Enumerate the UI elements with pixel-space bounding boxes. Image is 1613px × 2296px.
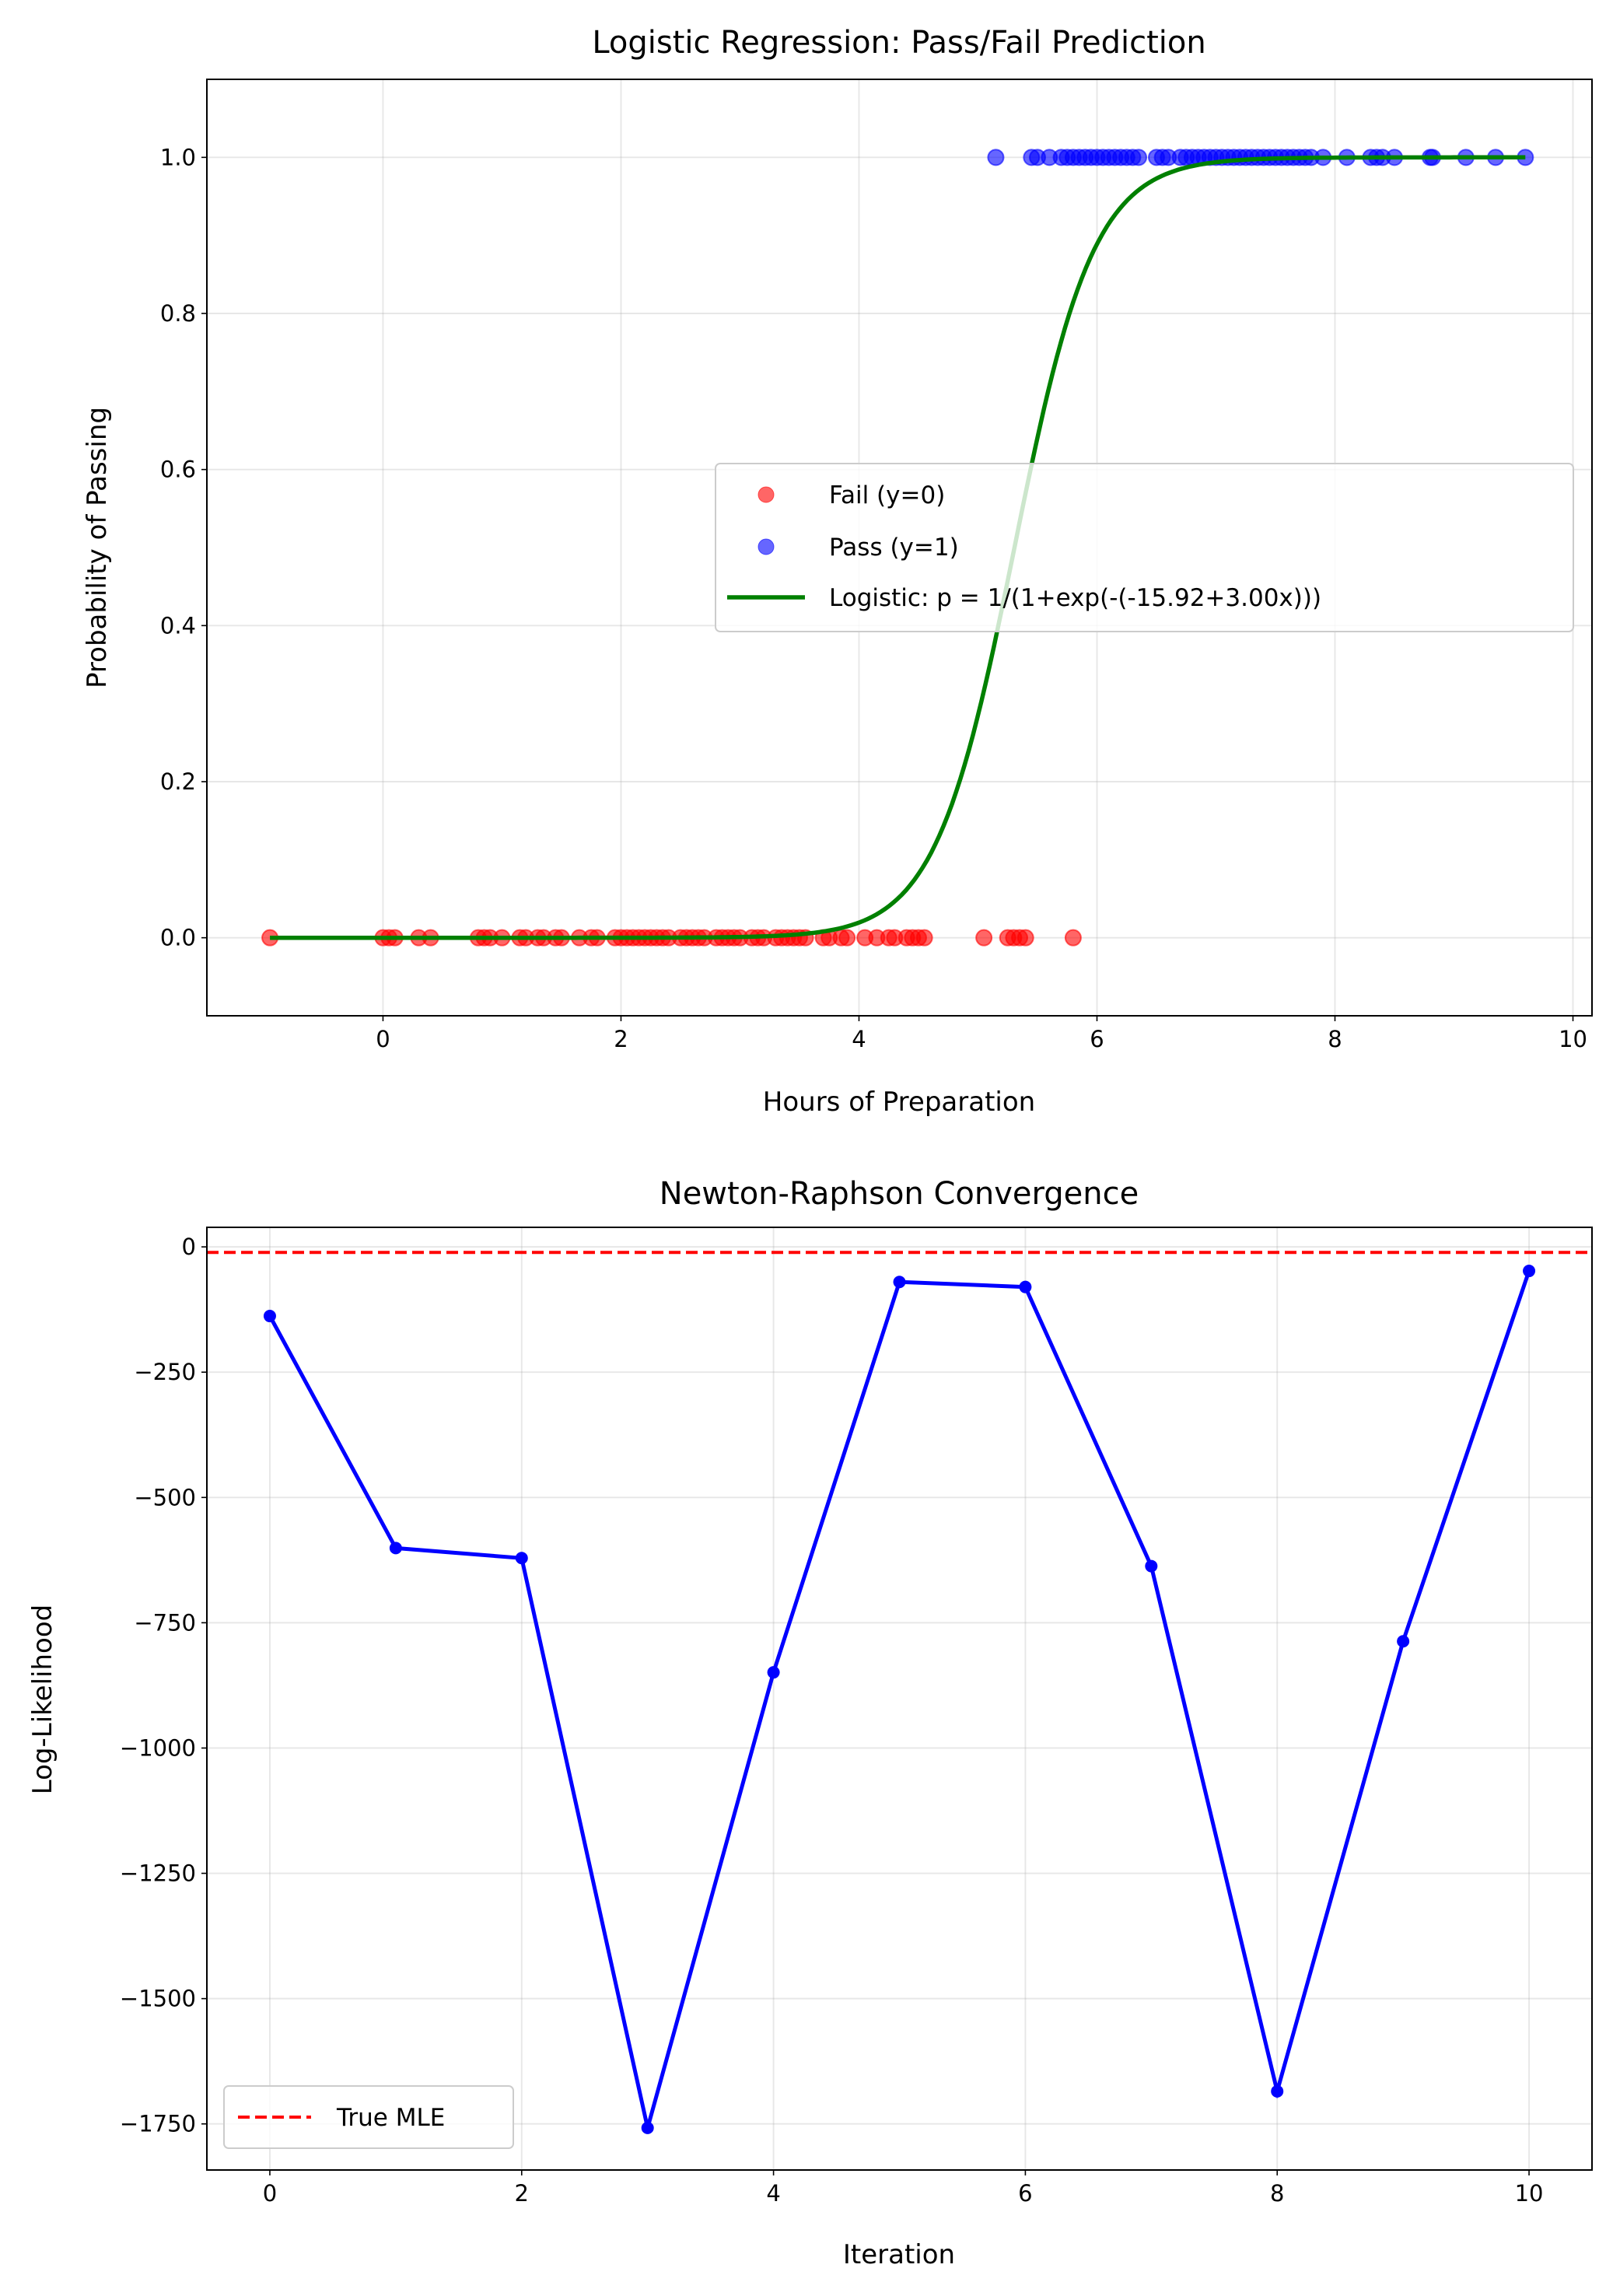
iteration-point	[1271, 2084, 1284, 2098]
x-tick-label: 6	[1090, 1026, 1104, 1052]
log-likelihood-line	[268, 1270, 1531, 2129]
chart-title: Logistic Regression: Pass/Fail Predictio…	[592, 25, 1205, 61]
x-tick-label: 2	[614, 1026, 628, 1052]
y-tick-label: 0	[182, 1234, 196, 1260]
logistic-regression-plot: Logistic Regression: Pass/Fail Predictio…	[82, 25, 1593, 1118]
legend: True MLE	[223, 2085, 514, 2149]
y-tick-label: −1250	[120, 1860, 196, 1887]
x-tick-label: 10	[1559, 1026, 1587, 1052]
fail-point	[1064, 929, 1082, 947]
pass-point	[987, 149, 1005, 166]
legend: Fail (y=0) Pass (y=1) Logistic: p = 1/(1+e…	[715, 463, 1574, 632]
y-tick-label: −250	[134, 1359, 196, 1385]
iteration-point	[1397, 1635, 1410, 1648]
iteration-point	[641, 2121, 654, 2134]
iteration-point	[515, 1552, 528, 1565]
x-tick-label: 6	[1018, 2180, 1032, 2207]
fail-point	[838, 929, 856, 947]
y-tick-label: 0.0	[160, 925, 196, 951]
y-tick-label: −1750	[120, 2111, 196, 2137]
convergence-plot: Newton-Raphson Convergence Iteration Log…	[27, 1176, 1593, 2270]
fail-point	[975, 929, 993, 947]
fail-point	[915, 929, 933, 947]
x-tick-label: 4	[852, 1026, 866, 1052]
iteration-point	[893, 1276, 906, 1289]
iteration-point	[263, 1310, 276, 1323]
y-tick-label: −750	[134, 1609, 196, 1636]
plot-frame	[206, 1227, 1593, 2171]
y-axis-label: Probability of Passing	[82, 407, 113, 688]
y-tick-label: 0.8	[160, 300, 196, 327]
legend-label: True MLE	[336, 2104, 445, 2132]
iteration-point	[389, 1542, 402, 1555]
legend-fail-marker	[758, 486, 775, 503]
y-tick-label: −1500	[120, 1986, 196, 2012]
y-axis-label: Log-Likelihood	[27, 1605, 58, 1794]
logistic-curve	[270, 155, 1526, 940]
y-tick-label: 1.0	[160, 144, 196, 170]
y-tick-label: −500	[134, 1484, 196, 1510]
plot-frame	[206, 79, 1593, 1017]
x-tick-label: 0	[263, 2180, 277, 2207]
y-tick-label: 0.2	[160, 768, 196, 795]
iteration-point	[1145, 1559, 1158, 1573]
y-tick-label: 0.4	[160, 612, 196, 639]
x-tick-label: 10	[1515, 2180, 1544, 2207]
legend-box	[223, 2085, 514, 2149]
legend-pass-marker	[758, 538, 775, 555]
x-tick-label: 8	[1270, 2180, 1284, 2207]
x-tick-label: 4	[766, 2180, 780, 2207]
iteration-point	[1019, 1280, 1032, 1293]
legend-label: Logistic: p = 1/(1+exp(-(-15.92+3.00x)))	[829, 584, 1321, 612]
legend-box	[715, 463, 1574, 632]
x-axis-label: Iteration	[843, 2239, 955, 2270]
iteration-point	[767, 1666, 780, 1679]
x-tick-label: 2	[515, 2180, 529, 2207]
chart-title: Newton-Raphson Convergence	[660, 1176, 1139, 1212]
y-tick-label: −1000	[120, 1734, 196, 1761]
fail-point	[1016, 929, 1034, 947]
x-tick-label: 0	[376, 1026, 390, 1052]
pass-point	[1130, 149, 1148, 166]
iteration-point	[1523, 1265, 1536, 1278]
legend-label: Pass (y=1)	[829, 534, 959, 562]
x-tick-label: 8	[1328, 1026, 1342, 1052]
legend-label: Fail (y=0)	[829, 481, 945, 509]
x-axis-label: Hours of Preparation	[763, 1087, 1035, 1118]
y-tick-label: 0.6	[160, 457, 196, 483]
